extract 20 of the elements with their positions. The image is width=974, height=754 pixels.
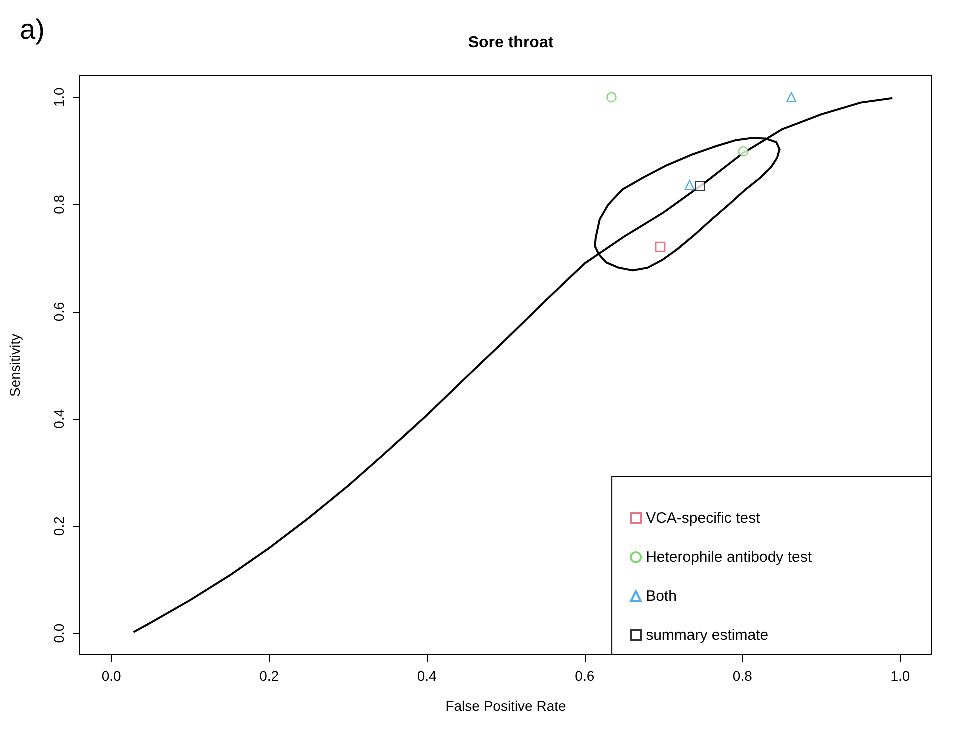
x-tick-label: 0.0 [102, 668, 122, 684]
y-tick-label: 0.6 [51, 302, 67, 322]
chart-title: Sore throat [468, 34, 554, 52]
legend-label: Both [646, 588, 677, 605]
y-tick-label: 0.4 [51, 409, 67, 429]
x-tick-label: 0.6 [575, 668, 595, 684]
y-tick-label: 0.8 [51, 194, 67, 214]
x-tick-label: 0.8 [732, 668, 753, 684]
x-tick-label: 0.2 [260, 668, 280, 684]
legend-label: Heterophile antibody test [646, 549, 813, 566]
text: a) [20, 14, 45, 46]
y-tick-label: 0.0 [51, 624, 67, 644]
x-tick-label: 1.0 [890, 668, 910, 684]
legend-label: VCA-specific test [646, 510, 762, 527]
x-tick-label: 0.4 [417, 668, 438, 684]
y-tick-label: 1.0 [51, 88, 67, 108]
x-axis-title: False Positive Rate [446, 698, 567, 714]
legend-label: summary estimate [646, 627, 769, 644]
y-tick-label: 0.2 [51, 516, 67, 536]
y-axis-title: Sensitivity [7, 334, 23, 398]
